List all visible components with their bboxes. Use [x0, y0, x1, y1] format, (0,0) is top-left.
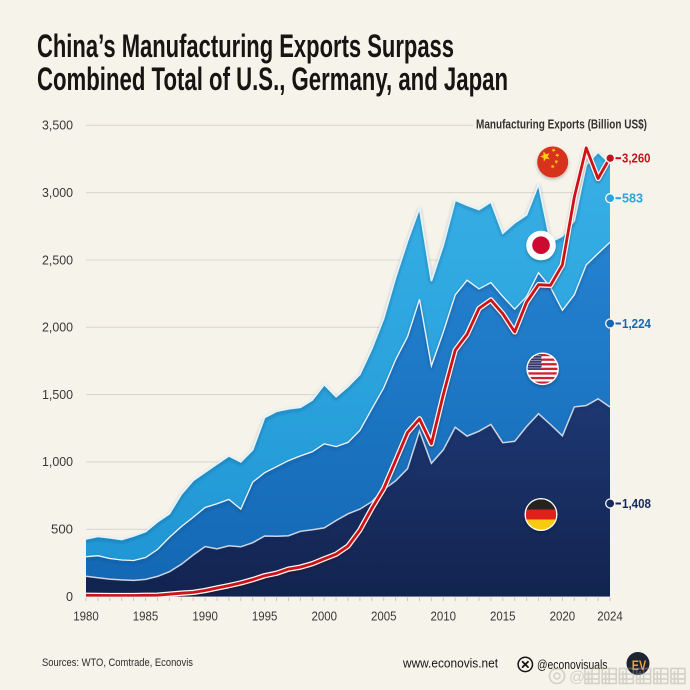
svg-text:www.econovis.net: www.econovis.net	[402, 657, 498, 671]
svg-text:1,224: 1,224	[622, 317, 651, 331]
svg-text:1990: 1990	[192, 609, 218, 624]
svg-text:2000: 2000	[311, 609, 337, 624]
svg-text:3,260: 3,260	[622, 152, 651, 166]
svg-text:1980: 1980	[73, 609, 99, 624]
svg-text:1995: 1995	[252, 609, 278, 624]
svg-text:1,000: 1,000	[42, 454, 73, 469]
svg-text:2015: 2015	[490, 609, 516, 624]
svg-text:@econovisuals: @econovisuals	[537, 658, 608, 672]
svg-text:3,000: 3,000	[42, 185, 73, 200]
svg-text:2005: 2005	[371, 609, 397, 624]
svg-text:EV: EV	[632, 658, 647, 673]
svg-text:Combined Total of U.S., German: Combined Total of U.S., Germany, and Jap…	[37, 61, 508, 97]
svg-text:Sources: WTO, Comtrade, Econov: Sources: WTO, Comtrade, Econovis	[42, 657, 193, 669]
svg-text:1,500: 1,500	[42, 387, 73, 402]
svg-text:1,408: 1,408	[622, 497, 651, 511]
svg-text:China’s Manufacturing Exports: China’s Manufacturing Exports Surpass	[37, 28, 454, 64]
svg-text:583: 583	[622, 192, 643, 206]
svg-text:Manufacturing Exports (Billion: Manufacturing Exports (Billion US$)	[476, 118, 647, 132]
svg-text:2,000: 2,000	[42, 320, 73, 335]
svg-text:@: @	[569, 669, 585, 686]
svg-text:3,500: 3,500	[42, 118, 73, 133]
svg-text:2010: 2010	[431, 609, 457, 624]
svg-text:500: 500	[51, 522, 73, 537]
svg-text:2020: 2020	[550, 609, 576, 624]
svg-text:0: 0	[66, 589, 73, 604]
svg-text:2024: 2024	[597, 609, 623, 624]
svg-text:2,500: 2,500	[42, 252, 73, 267]
svg-text:1985: 1985	[133, 609, 159, 624]
